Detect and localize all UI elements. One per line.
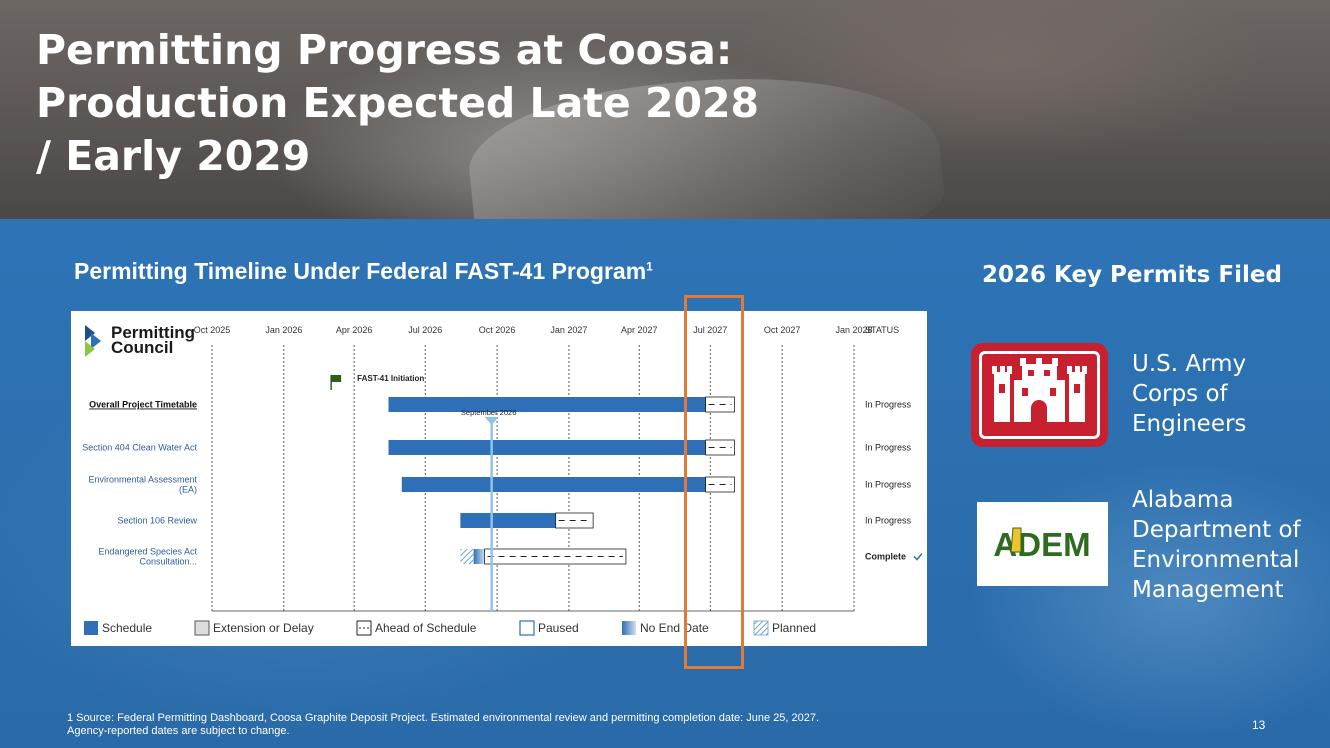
chart-heading: Permitting Timeline Under Federal FAST-4… bbox=[74, 258, 653, 285]
adem-logo-text: ADEM bbox=[993, 526, 1090, 563]
row-label: (EA) bbox=[179, 485, 197, 495]
title-line: Permitting Progress at Coosa: bbox=[36, 26, 733, 74]
row-status: Complete bbox=[865, 552, 906, 562]
legend-swatch-planned bbox=[753, 620, 769, 636]
x-tick-label: Oct 2027 bbox=[764, 325, 801, 335]
adem-name-line: Department of bbox=[1132, 517, 1301, 543]
today-marker-label: September 2026 bbox=[461, 408, 516, 417]
legend-label: Planned bbox=[772, 621, 816, 635]
usace-name-line: Corps of bbox=[1132, 381, 1228, 407]
milestone-label: FAST-41 Initiation bbox=[357, 374, 424, 383]
row-label: Endangered Species Act bbox=[98, 547, 197, 557]
x-tick-label: Oct 2026 bbox=[479, 325, 516, 335]
legend-swatch-no-end bbox=[622, 621, 636, 635]
row-label: Environmental Assessment bbox=[88, 475, 197, 485]
usace-name-line: U.S. Army bbox=[1132, 351, 1247, 377]
schedule-bar bbox=[460, 513, 556, 528]
footnote-line: Agency-reported dates are subject to cha… bbox=[67, 725, 290, 737]
permits-heading: 2026 Key Permits Filed bbox=[982, 262, 1282, 288]
legend-label: No End Date bbox=[640, 621, 709, 635]
usace-name: U.S. Army Corps of Engineers bbox=[1132, 349, 1246, 439]
x-tick-label: Oct 2025 bbox=[194, 325, 231, 335]
row-label: Section 404 Clean Water Act bbox=[82, 443, 197, 453]
x-tick-label: Apr 2027 bbox=[621, 325, 658, 335]
today-marker-icon bbox=[484, 417, 499, 425]
row-status: In Progress bbox=[865, 480, 912, 490]
adem-name: Alabama Department of Environmental Mana… bbox=[1132, 485, 1301, 605]
row-status: In Progress bbox=[865, 516, 912, 526]
check-icon bbox=[913, 553, 923, 561]
schedule-bar bbox=[401, 477, 706, 492]
logo-text: Permitting bbox=[111, 323, 195, 342]
usace-logo bbox=[971, 343, 1108, 447]
title-line: Production Expected Late 2028 bbox=[36, 79, 760, 127]
footnote-ref: 1 bbox=[646, 259, 653, 274]
title-line: / Early 2029 bbox=[36, 132, 311, 180]
footnote: 1 Source: Federal Permitting Dashboard, … bbox=[67, 712, 819, 738]
x-tick-label: Jan 2028 bbox=[835, 325, 872, 335]
legend-label: Paused bbox=[538, 621, 579, 635]
alabama-map-icon bbox=[1010, 527, 1022, 553]
jul-2027-highlight bbox=[684, 295, 744, 669]
hero-background bbox=[0, 0, 1330, 275]
adem-name-line: Alabama bbox=[1132, 487, 1234, 513]
permitting-council-logo: Permitting Council bbox=[85, 323, 195, 357]
gantt-svg: Permitting Council STATUS Oct 2025 Jan 20… bbox=[82, 323, 923, 636]
x-tick-label: Jan 2026 bbox=[265, 325, 302, 335]
adem-name-line: Environmental bbox=[1132, 547, 1300, 573]
legend-swatch-schedule bbox=[84, 621, 98, 635]
page-number: 13 bbox=[1252, 718, 1266, 732]
chart-heading-text: Permitting Timeline Under Federal FAST-4… bbox=[74, 258, 647, 284]
row-label: Overall Project Timetable bbox=[89, 400, 197, 410]
castle-icon bbox=[992, 358, 1087, 422]
legend-label: Ahead of Schedule bbox=[375, 621, 477, 635]
row-label: Consultation... bbox=[139, 557, 197, 567]
legend-label: Schedule bbox=[102, 621, 152, 635]
usace-name-line: Engineers bbox=[1132, 411, 1247, 437]
status-header: STATUS bbox=[865, 325, 899, 335]
row-status: In Progress bbox=[865, 443, 912, 453]
milestone-flag-icon bbox=[331, 375, 342, 382]
x-tick-label: Jan 2027 bbox=[550, 325, 587, 335]
adem-name-line: Management bbox=[1132, 577, 1284, 603]
logo-text: Council bbox=[111, 338, 173, 357]
adem-logo-svg: ADEM bbox=[993, 526, 1090, 563]
planned-bar bbox=[460, 549, 474, 564]
schedule-bar bbox=[388, 440, 706, 455]
legend-swatch-extension bbox=[194, 620, 210, 636]
row-status: In Progress bbox=[865, 400, 912, 410]
legend-label: Extension or Delay bbox=[213, 621, 314, 635]
schedule-bar bbox=[388, 397, 706, 412]
adem-logo: ADEM bbox=[977, 502, 1108, 586]
row-label: Section 106 Review bbox=[117, 516, 197, 526]
no-end-date-bar bbox=[473, 549, 485, 564]
gantt-chart: Permitting Council STATUS Oct 2025 Jan 20… bbox=[71, 311, 927, 646]
slide-title: Permitting Progress at Coosa: Production… bbox=[36, 24, 759, 183]
usace-logo-frame bbox=[979, 351, 1100, 439]
x-tick-label: Apr 2026 bbox=[336, 325, 373, 335]
x-tick-label: Jul 2027 bbox=[693, 325, 727, 335]
legend-swatch-paused bbox=[519, 620, 535, 636]
x-tick-label: Jul 2026 bbox=[408, 325, 442, 335]
footnote-line: 1 Source: Federal Permitting Dashboard, … bbox=[67, 712, 820, 724]
